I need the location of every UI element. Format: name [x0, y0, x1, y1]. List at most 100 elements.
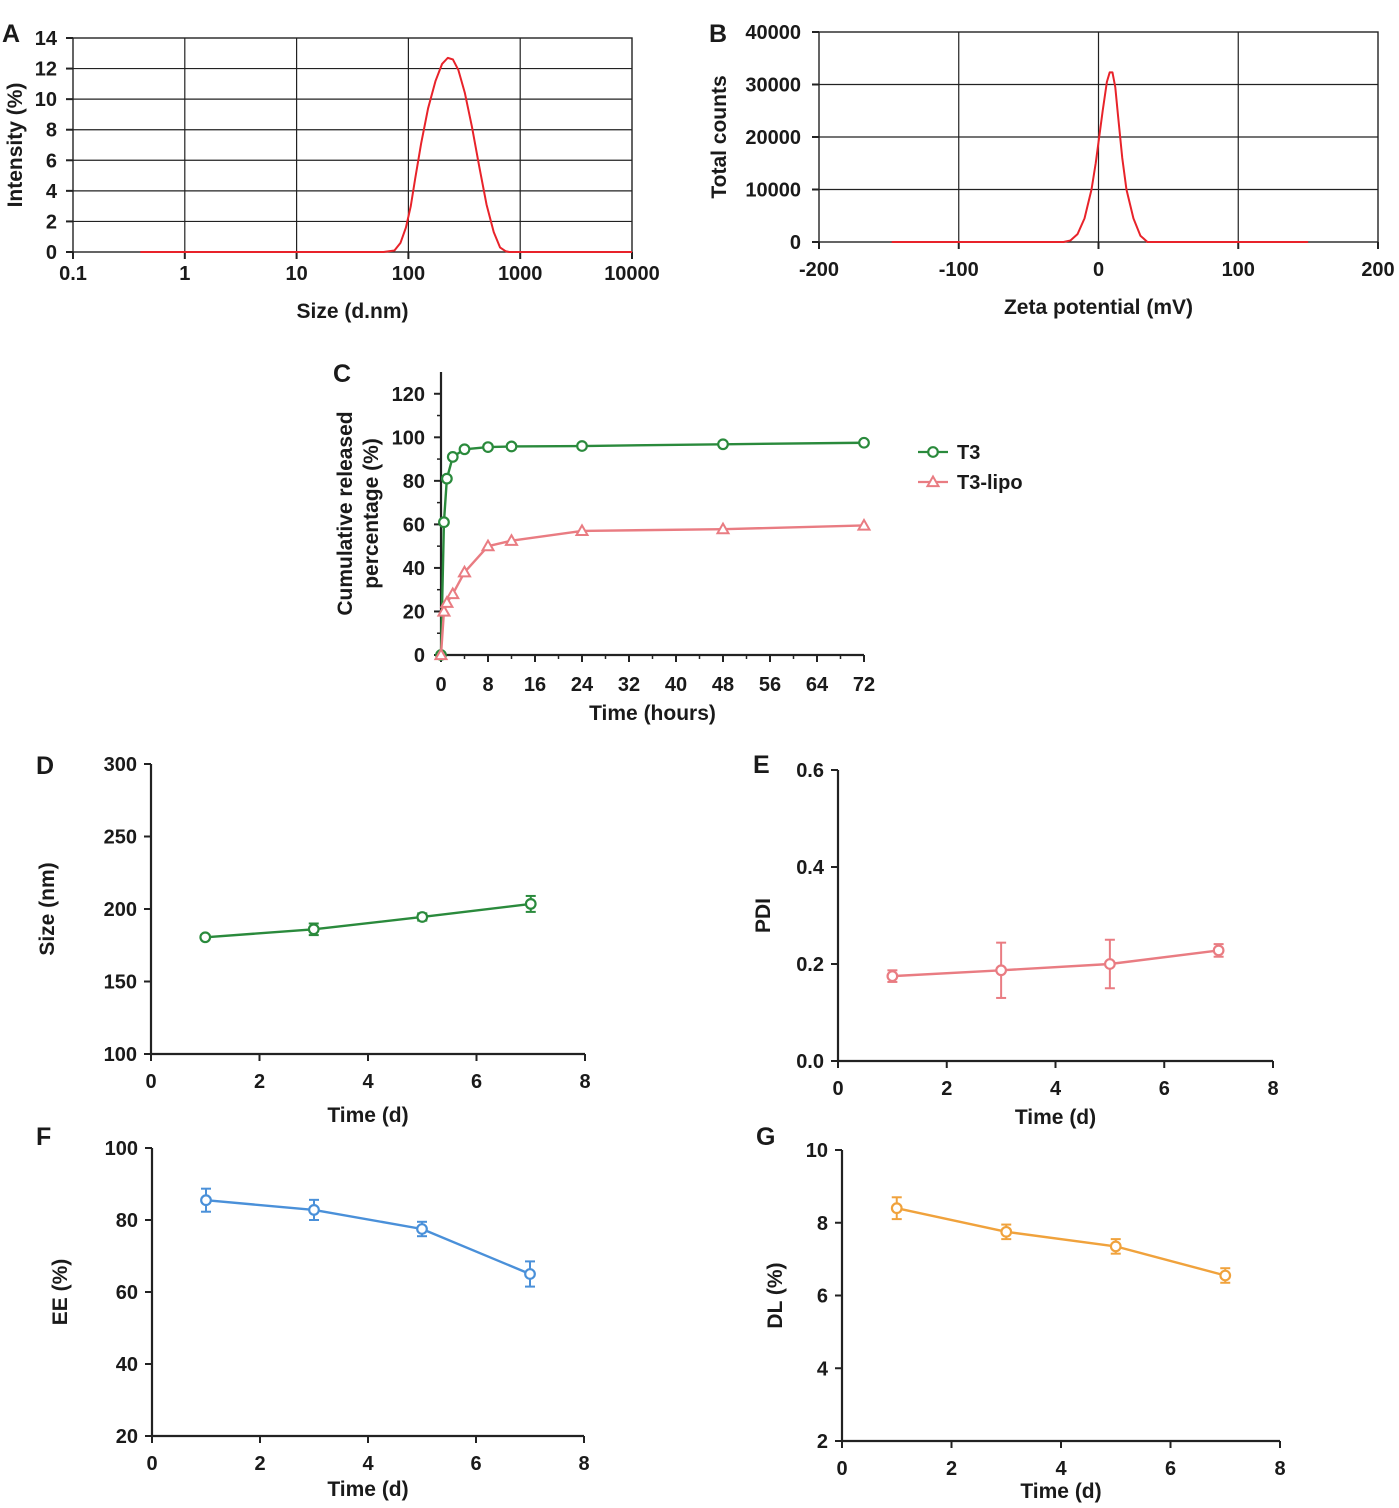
- y-tick-label: 20: [403, 601, 425, 623]
- y-tick-label: 60: [116, 1282, 138, 1304]
- x-axis-label: Time (hours): [589, 702, 716, 725]
- data-point: [307, 923, 320, 936]
- y-tick-label: 0.6: [796, 760, 824, 782]
- x-axis-label: Size (d.nm): [296, 300, 408, 323]
- y-tick-label: 14: [35, 28, 58, 50]
- data-point: [717, 438, 729, 451]
- x-tick-label: 0: [836, 1458, 847, 1480]
- data-point: [416, 911, 429, 923]
- x-tick-label: 4: [1055, 1458, 1067, 1480]
- data-point: [858, 436, 870, 449]
- data-point: [308, 1204, 320, 1216]
- x-tick-label: 56: [759, 674, 781, 696]
- x-tick-label: 4: [362, 1071, 374, 1093]
- y-tick-label: 10: [806, 1140, 828, 1162]
- x-tick-label: 8: [579, 1071, 590, 1093]
- x-tick-label: 0: [832, 1078, 843, 1100]
- x-tick-label: 6: [1159, 1078, 1170, 1100]
- panel-letter-g: G: [756, 1123, 775, 1151]
- y-tick-label: 80: [116, 1210, 138, 1232]
- data-point: [446, 451, 459, 463]
- data-point: [1103, 958, 1116, 970]
- y-tick-label: 60: [403, 514, 425, 536]
- y-tick-label: 20000: [745, 127, 801, 149]
- panel-letter-c: C: [333, 360, 351, 388]
- data-point: [1212, 944, 1225, 957]
- data-point: [524, 898, 537, 910]
- data-point: [856, 517, 872, 531]
- x-tick-label: -100: [939, 259, 979, 281]
- panel-a: A 0.1 1 10 100 1000 10000 0 2 4 6 8 10 12 14 Size (d.nm…: [2, 20, 660, 323]
- legend-marker: [927, 446, 939, 458]
- x-axis-label: Time (d): [1015, 1106, 1096, 1129]
- x-tick-label: 0: [435, 674, 446, 696]
- x-tick-label: 16: [524, 674, 546, 696]
- x-tick-label: 8: [1274, 1458, 1285, 1480]
- y-tick-label: 12: [35, 59, 57, 81]
- x-axis-label: Time (d): [327, 1104, 408, 1127]
- y-tick-label: 0: [46, 242, 57, 264]
- panel-letter-e: E: [753, 751, 770, 779]
- panel-c: C 0 8 16 24 32 40 48 56 64 72 0 20 40 60 80 100 120 Time (…: [333, 360, 1023, 725]
- y-tick-label: 150: [104, 972, 137, 994]
- y-tick-label: 300: [104, 754, 137, 776]
- data-point: [445, 586, 460, 600]
- x-tick-label: 10000: [604, 263, 660, 285]
- data-point: [886, 970, 899, 983]
- data-point: [574, 523, 590, 537]
- y-tick-label: 8: [46, 120, 57, 142]
- x-tick-label: 1: [179, 263, 190, 285]
- x-tick-label: 0: [145, 1071, 156, 1093]
- panel-d: D 0 2 4 6 8 100 150 200 250 300 Time (d) Size (nm): [36, 752, 591, 1127]
- panel-letter-a: A: [2, 20, 20, 48]
- series-line-t3-lipo: [439, 524, 865, 656]
- data-point: [715, 521, 731, 535]
- x-tick-label: 48: [712, 674, 734, 696]
- data-point: [438, 516, 450, 529]
- series-line-total-counts: [891, 71, 1309, 243]
- data-point: [1219, 1269, 1232, 1282]
- y-tick-label: 10: [35, 89, 57, 111]
- series-line-dl: [896, 1207, 1226, 1277]
- series-line-pdi: [892, 949, 1219, 978]
- series-line-ee: [205, 1199, 531, 1276]
- data-point: [199, 931, 212, 944]
- data-point: [436, 603, 452, 617]
- data-point: [458, 443, 471, 456]
- x-tick-label: 8: [482, 674, 493, 696]
- y-tick-label: 4: [46, 181, 58, 203]
- data-point: [995, 964, 1008, 977]
- y-axis-label: EE (%): [49, 1259, 72, 1326]
- y-tick-label: 20: [116, 1426, 138, 1448]
- y-tick-label: 40000: [745, 22, 801, 44]
- y-axis-label: PDI: [752, 898, 775, 933]
- y-tick-label: 40: [403, 558, 425, 580]
- y-tick-label: 0.0: [796, 1051, 824, 1073]
- x-tick-label: 6: [1165, 1458, 1176, 1480]
- x-axis-label: Time (d): [1020, 1480, 1101, 1503]
- x-tick-label: 2: [946, 1458, 957, 1480]
- x-tick-label: 0: [146, 1453, 157, 1475]
- legend-label: T3: [957, 442, 980, 464]
- y-tick-label: 40: [116, 1354, 138, 1376]
- data-point: [440, 472, 453, 485]
- legend-label: T3-lipo: [957, 472, 1023, 494]
- series-line-size: [205, 902, 531, 939]
- y-tick-label: 200: [104, 899, 137, 921]
- x-tick-label: 100: [1222, 259, 1255, 281]
- y-tick-label: 10000: [745, 180, 801, 202]
- series-line-t3: [439, 441, 865, 656]
- y-axis-label-line: Cumulative released: [334, 411, 357, 615]
- data-point: [482, 441, 494, 454]
- data-point: [504, 533, 519, 546]
- y-tick-label: 8: [817, 1213, 828, 1235]
- y-tick-label: 100: [392, 427, 425, 449]
- data-point: [505, 440, 518, 453]
- data-point: [890, 1202, 903, 1215]
- x-tick-label: 24: [571, 674, 594, 696]
- x-tick-label: 6: [470, 1453, 481, 1475]
- x-tick-label: 10: [285, 263, 307, 285]
- x-tick-label: 8: [578, 1453, 589, 1475]
